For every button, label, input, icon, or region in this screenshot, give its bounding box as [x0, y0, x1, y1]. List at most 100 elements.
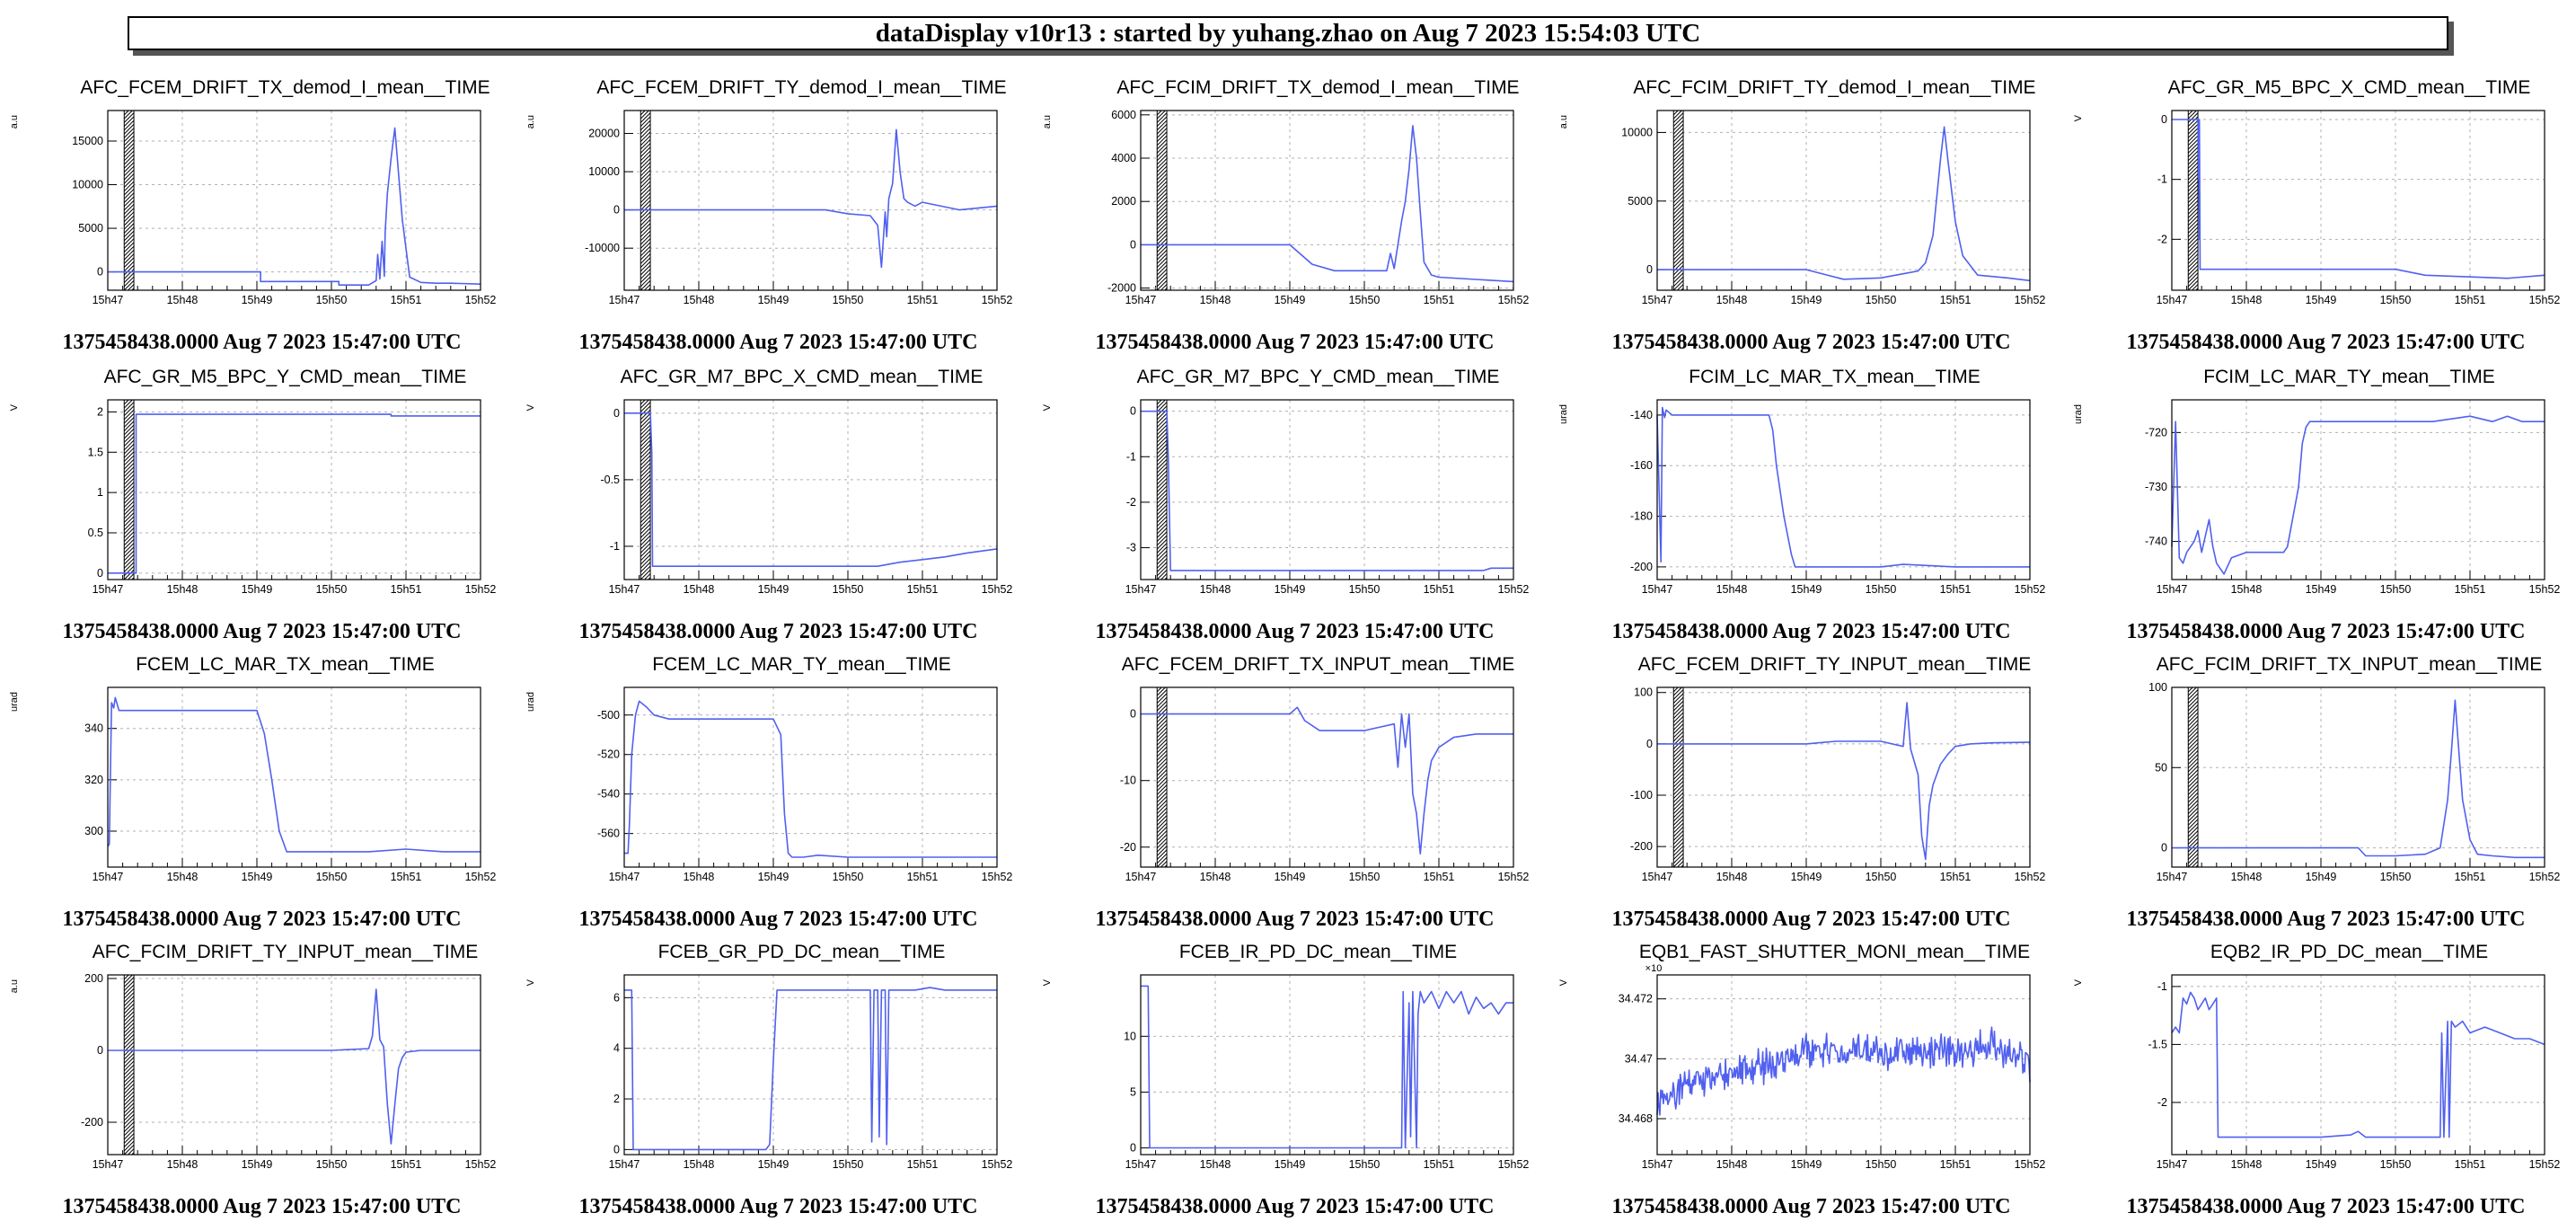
chart-title: FCEB_GR_PD_DC_mean__TIME: [658, 942, 946, 962]
y-tick-label: -180: [1630, 510, 1653, 523]
x-tick-label: 15h52: [465, 294, 497, 306]
x-tick-label: 15h49: [758, 583, 790, 596]
plot-frame: [1140, 110, 1514, 291]
x-tick-label: 15h50: [833, 1158, 864, 1171]
y-axis-label: a.u: [1558, 115, 1569, 128]
y-tick-label: -1: [2157, 173, 2167, 186]
x-tick-label: 15h47: [1642, 583, 1673, 596]
plot-frame: [1656, 686, 2031, 868]
y-tick-label: 4: [613, 1042, 620, 1055]
x-tick-label: 15h50: [316, 583, 348, 596]
hatched-band: [1156, 399, 1168, 580]
plot-frame: [623, 974, 998, 1156]
y-tick-label: -2: [1126, 496, 1136, 509]
x-tick-label: 15h51: [907, 871, 939, 883]
x-tick-label: 15h47: [609, 583, 640, 596]
plot-frame: [107, 110, 481, 291]
x-tick-label: 15h48: [1716, 871, 1748, 883]
y-tick-label: -10000: [585, 242, 620, 254]
y-axis-label: urad: [9, 692, 20, 712]
series-line: [624, 128, 998, 269]
chart-panel: FCEM_LC_MAR_TX_mean__TIME urad 15h47 15h48 1…: [4, 647, 519, 934]
series-line: [2171, 415, 2545, 575]
y-tick-label: 15000: [72, 135, 103, 147]
chart-title: FCIM_LC_MAR_TY_mean__TIME: [2203, 367, 2494, 387]
y-tick-label: -2000: [1107, 282, 1136, 295]
x-tick-label: 15h51: [2455, 294, 2486, 306]
y-tick-label: 0: [1646, 738, 1653, 750]
hatched-band: [1156, 110, 1168, 291]
x-tick-label: 15h51: [1940, 1158, 1972, 1171]
chart-footer: 1375458438.0000 Aug 7 2023 15:47:00 UTC: [62, 331, 462, 354]
chart-panel: FCEM_LC_MAR_TY_mean__TIME urad 15h47 15h48 1…: [521, 647, 1036, 934]
chart-panel: AFC_FCEM_DRIFT_TX_INPUT_mean__TIME 15h47 1…: [1037, 647, 1552, 934]
x-tick-label: 15h51: [391, 1158, 422, 1171]
chart-footer: 1375458438.0000 Aug 7 2023 15:47:00 UTC: [1611, 908, 2011, 931]
x-tick-label: 15h52: [465, 871, 497, 883]
x-tick-label: 15h52: [1498, 294, 1530, 306]
chart-panel: AFC_FCIM_DRIFT_TX_INPUT_mean__TIME 15h47 1…: [2069, 647, 2576, 934]
series-line: [624, 412, 998, 567]
x-tick-label: 15h50: [2380, 871, 2412, 883]
x-tick-label: 15h47: [2157, 1158, 2188, 1171]
y-tick-label: 34.47: [1625, 1052, 1653, 1065]
x-tick-label: 15h48: [2231, 294, 2263, 306]
x-tick-label: 15h48: [1716, 583, 1748, 596]
x-tick-label: 15h48: [684, 583, 715, 596]
chart-svg: AFC_FCIM_DRIFT_TY_INPUT_mean__TIME a.u 15h…: [9, 942, 497, 1171]
chart-svg: AFC_FCIM_DRIFT_TY_demod_I_mean__TIME a.u 1…: [1558, 77, 2045, 306]
chart-panel: FCIM_LC_MAR_TY_mean__TIME urad 15h47 15h48 1…: [2069, 359, 2576, 647]
y-tick-label: 20000: [588, 128, 620, 140]
chart-panel: AFC_FCEM_DRIFT_TY_INPUT_mean__TIME 15h47 1…: [1554, 647, 2069, 934]
x-tick-label: 15h51: [1940, 294, 1972, 306]
chart-svg: FCEB_GR_PD_DC_mean__TIME V 15h47 15h48 15h49…: [525, 942, 1012, 1171]
chart-footer: 1375458438.0000 Aug 7 2023 15:47:00 UTC: [578, 908, 978, 931]
chart-title: EQB1_FAST_SHUTTER_MONI_mean__TIME: [1639, 942, 2030, 962]
x-tick-label: 15h47: [2157, 583, 2188, 596]
plot-frame: [1656, 974, 2031, 1156]
x-tick-label: 15h51: [1424, 294, 1455, 306]
chart-svg: AFC_GR_M5_BPC_X_CMD_mean__TIME V 15h47 15h4…: [2073, 77, 2560, 306]
y-axis-label: urad: [1558, 404, 1569, 424]
hatched-band: [123, 110, 135, 291]
x-tick-label: 15h47: [93, 871, 124, 883]
y-tick-label: -3: [1126, 542, 1136, 554]
chart-title: AFC_FCIM_DRIFT_TX_INPUT_mean__TIME: [2157, 654, 2542, 675]
x-tick-label: 15h49: [2306, 583, 2337, 596]
y-tick-label: 6000: [1111, 109, 1136, 121]
x-tick-label: 15h47: [2157, 871, 2188, 883]
y-tick-label: 4000: [1111, 152, 1136, 164]
chart-panel: AFC_FCEM_DRIFT_TY_demod_I_mean__TIME a.u 1…: [521, 70, 1036, 358]
x-tick-label: 15h48: [684, 1158, 715, 1171]
x-tick-label: 15h52: [465, 1158, 497, 1171]
y-tick-label: -100: [1630, 789, 1653, 801]
y-tick-label: -1: [610, 540, 620, 553]
x-tick-label: 15h49: [1275, 583, 1306, 596]
series-line: [1141, 706, 1513, 855]
x-tick-label: 15h50: [1866, 1158, 1897, 1171]
series-line: [108, 413, 481, 574]
plot-frame: [107, 686, 481, 868]
x-tick-label: 15h50: [1866, 583, 1897, 596]
chart-panel: AFC_FCIM_DRIFT_TX_demod_I_mean__TIME a.u 1…: [1037, 70, 1552, 358]
y-axis-label: V: [2073, 978, 2084, 986]
chart-footer: 1375458438.0000 Aug 7 2023 15:47:00 UTC: [2126, 620, 2526, 643]
x-tick-label: 15h52: [465, 583, 497, 596]
series-line: [2172, 119, 2545, 279]
chart-footer: 1375458438.0000 Aug 7 2023 15:47:00 UTC: [62, 620, 462, 643]
x-tick-label: 15h49: [242, 1158, 273, 1171]
x-tick-label: 15h51: [1940, 871, 1972, 883]
y-tick-label: 2: [613, 1093, 620, 1105]
y-tick-label: 6: [613, 991, 620, 1004]
y-tick-label: 2: [97, 405, 103, 418]
y-tick-label: -520: [597, 748, 620, 761]
chart-svg: AFC_FCIM_DRIFT_TX_INPUT_mean__TIME 15h47 1…: [2148, 654, 2560, 883]
chart-title: FCEB_IR_PD_DC_mean__TIME: [1179, 942, 1457, 962]
chart-svg: AFC_FCIM_DRIFT_TX_demod_I_mean__TIME a.u 1…: [1042, 77, 1530, 306]
y-tick-label: 10000: [588, 165, 620, 178]
y-axis-unit: ×10: [1645, 963, 1663, 974]
x-tick-label: 15h52: [1498, 871, 1530, 883]
y-axis-label: a.u: [9, 115, 20, 128]
y-tick-label: -730: [2145, 481, 2167, 493]
